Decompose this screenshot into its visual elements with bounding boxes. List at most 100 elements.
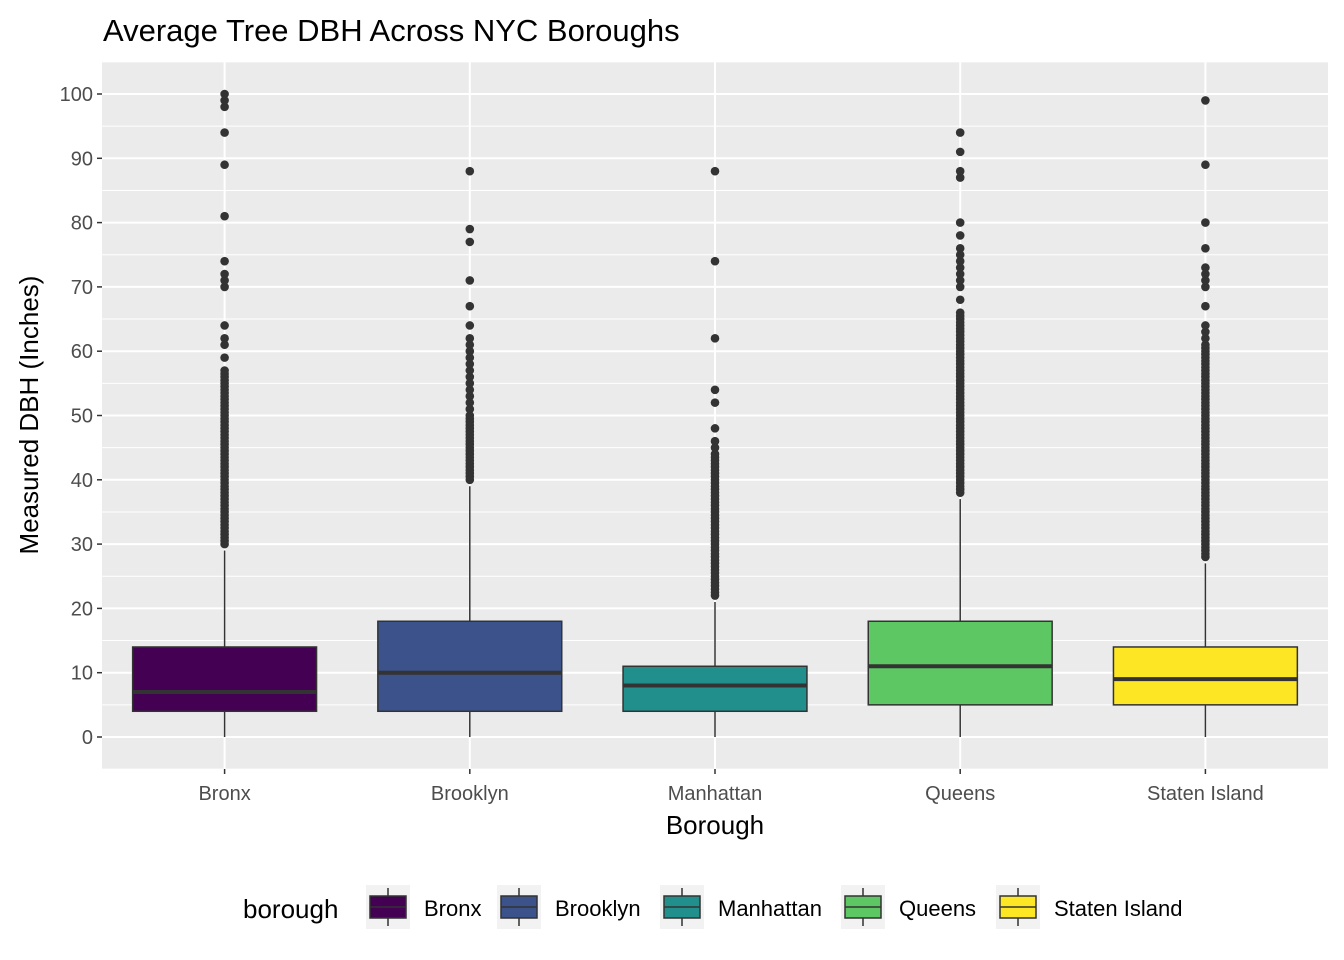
- boxplot-bronx: [131, 89, 318, 737]
- outlier-point: [1201, 327, 1210, 337]
- x-tick-label: Bronx: [198, 783, 250, 805]
- outlier-point: [465, 385, 475, 395]
- outlier-point: [1201, 334, 1210, 343]
- outlier-point: [220, 282, 229, 292]
- y-tick-label: 80: [71, 213, 93, 235]
- outlier-point: [1201, 244, 1210, 253]
- box: [622, 665, 808, 713]
- y-tick-label: 30: [71, 534, 93, 556]
- outlier-point: [220, 96, 229, 105]
- outlier-point: [710, 334, 720, 343]
- outlier-point: [955, 295, 965, 305]
- outlier-point: [465, 353, 475, 362]
- y-axis-ticks: 0 10 20 30 40 50 60 70 80 90 100: [60, 84, 102, 749]
- y-tick-label: 50: [71, 406, 93, 428]
- outlier-point: [710, 256, 720, 266]
- outlier-point: [465, 411, 475, 420]
- outlier-point: [220, 366, 229, 375]
- outlier-point: [465, 301, 475, 311]
- outlier-point: [955, 256, 965, 266]
- legend-label: Brooklyn: [555, 896, 641, 921]
- outlier-point: [220, 353, 229, 362]
- outlier-point: [465, 359, 475, 369]
- outlier-point: [465, 404, 475, 414]
- boxplots: [131, 89, 1299, 737]
- box: [1112, 646, 1299, 706]
- y-tick-label: 70: [71, 277, 93, 299]
- outlier-point: [955, 276, 965, 285]
- y-tick-label: 0: [82, 727, 93, 749]
- x-tick-label: Queens: [925, 783, 995, 805]
- outlier-point: [710, 166, 720, 176]
- outlier-point: [1201, 218, 1210, 227]
- outlier-point: [465, 166, 475, 176]
- outlier-point: [1201, 301, 1210, 311]
- outlier-point: [220, 256, 229, 266]
- outlier-point: [1201, 269, 1210, 279]
- legend-label: Staten Island: [1054, 896, 1182, 921]
- legend-item-manhattan: Manhattan: [660, 885, 822, 929]
- outlier-point: [220, 128, 229, 137]
- y-axis-title: Measured DBH (Inches): [14, 276, 44, 555]
- outlier-point: [1201, 276, 1210, 285]
- outlier-point: [220, 160, 229, 170]
- outlier-point: [1201, 321, 1210, 330]
- y-tick-label: 20: [71, 598, 93, 620]
- outlier-point: [710, 424, 720, 433]
- outlier-point: [710, 385, 720, 395]
- x-tick-label: Staten Island: [1147, 783, 1264, 805]
- outlier-point: [220, 276, 229, 285]
- outlier-point: [465, 224, 475, 234]
- outlier-point: [220, 102, 229, 112]
- legend: borough Bronx Brooklyn Manhattan Queens Stat…: [243, 885, 1182, 929]
- x-tick-label: Brooklyn: [431, 783, 509, 805]
- box: [377, 620, 563, 713]
- outlier-point: [955, 231, 965, 240]
- boxplot-manhattan: [622, 166, 808, 737]
- legend-title: borough: [243, 894, 338, 924]
- box: [131, 646, 318, 713]
- x-axis-title: Borough: [666, 810, 764, 840]
- legend-item-brooklyn: Brooklyn: [497, 885, 641, 929]
- outlier-point: [955, 218, 965, 227]
- legend-label: Manhattan: [718, 896, 822, 921]
- outlier-point: [955, 308, 965, 317]
- box: [867, 620, 1053, 706]
- outlier-point: [465, 334, 475, 343]
- outlier-point: [220, 269, 229, 279]
- outlier-point: [465, 346, 475, 356]
- boxplot-brooklyn: [377, 166, 563, 737]
- outlier-point: [955, 282, 965, 292]
- outlier-point: [955, 250, 965, 260]
- x-axis-ticks: Bronx Brooklyn Manhattan Queens Staten Islan…: [198, 769, 1264, 805]
- outlier-point: [1201, 263, 1210, 272]
- legend-label: Queens: [899, 896, 976, 921]
- outlier-point: [1201, 282, 1210, 292]
- outlier-point: [955, 269, 965, 279]
- outlier-point: [955, 244, 965, 253]
- outlier-point: [465, 276, 475, 285]
- outlier-point: [955, 147, 965, 157]
- outlier-point: [1201, 160, 1210, 170]
- outlier-point: [955, 128, 965, 137]
- boxplot-queens: [867, 128, 1053, 737]
- outlier-point: [955, 166, 965, 176]
- outlier-point: [465, 391, 475, 401]
- outlier-point: [1201, 340, 1210, 350]
- chart-title: Average Tree DBH Across NYC Boroughs: [103, 13, 680, 48]
- outlier-point: [220, 334, 229, 343]
- outlier-point: [955, 173, 965, 182]
- outlier-point: [220, 89, 229, 99]
- outlier-point: [220, 321, 229, 330]
- outlier-point: [220, 211, 229, 221]
- y-tick-label: 40: [71, 470, 93, 492]
- legend-item-bronx: Bronx: [366, 885, 481, 929]
- outlier-point: [465, 321, 475, 330]
- x-tick-label: Manhattan: [668, 783, 763, 805]
- legend-item-staten-island: Staten Island: [996, 885, 1182, 929]
- y-tick-label: 60: [71, 341, 93, 363]
- outlier-point: [465, 340, 475, 350]
- outlier-point: [710, 449, 720, 459]
- y-tick-label: 90: [71, 148, 93, 170]
